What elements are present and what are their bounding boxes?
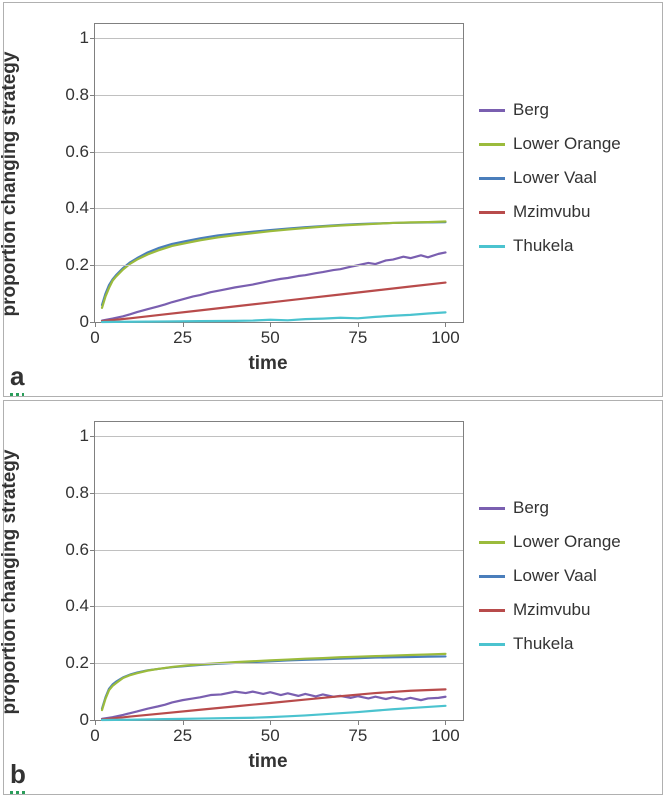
panel-letter-a: a <box>10 361 24 392</box>
legend-label: Lower Vaal <box>513 566 597 586</box>
y-tick-label: 0.4 <box>45 596 89 616</box>
legend-item: Lower Orange <box>479 127 621 161</box>
legend-swatch <box>479 245 505 248</box>
legend-item: Thukela <box>479 229 621 263</box>
legend-item: Lower Orange <box>479 525 621 559</box>
chart-svg-a <box>95 24 463 322</box>
legend-swatch <box>479 541 505 544</box>
legend-item: Thukela <box>479 627 621 661</box>
legend-a: Berg Lower Orange Lower Vaal Mzimvubu Thukel… <box>479 93 621 263</box>
panel-letter-b: b <box>10 759 26 790</box>
series-line <box>102 222 445 305</box>
legend-label: Thukela <box>513 236 573 256</box>
y-tick-label: 0.8 <box>45 85 89 105</box>
legend-label: Lower Orange <box>513 134 621 154</box>
series-line <box>102 252 445 320</box>
x-axis-label: time <box>4 353 662 375</box>
x-tick-label: 0 <box>90 726 99 746</box>
legend-label: Thukela <box>513 634 573 654</box>
y-tick-label: 0.2 <box>45 255 89 275</box>
legend-swatch <box>479 177 505 180</box>
y-tick-label: 0 <box>45 710 89 730</box>
legend-swatch <box>479 609 505 612</box>
legend-label: Lower Vaal <box>513 168 597 188</box>
x-tick-label: 75 <box>348 726 367 746</box>
legend-swatch <box>479 575 505 578</box>
legend-b: Berg Lower Orange Lower Vaal Mzimvubu Thukel… <box>479 491 621 661</box>
series-line <box>102 656 445 708</box>
figure-page: proportion changing strategy 00.20.40.60… <box>0 0 666 799</box>
legend-swatch <box>479 109 505 112</box>
x-tick-label: 75 <box>348 328 367 348</box>
x-axis-label: time <box>4 751 662 773</box>
legend-item: Lower Vaal <box>479 161 621 195</box>
legend-swatch <box>479 211 505 214</box>
legend-item: Mzimvubu <box>479 195 621 229</box>
y-tick-label: 1 <box>45 28 89 48</box>
plot-area-b: 00.20.40.60.810255075100 <box>94 421 464 721</box>
x-tick-label: 25 <box>173 328 192 348</box>
x-tick-label: 50 <box>261 726 280 746</box>
legend-label: Mzimvubu <box>513 202 590 222</box>
x-tick-label: 100 <box>431 328 459 348</box>
legend-item: Berg <box>479 93 621 127</box>
y-tick-label: 0.6 <box>45 142 89 162</box>
legend-item: Berg <box>479 491 621 525</box>
x-tick-label: 50 <box>261 328 280 348</box>
legend-item: Mzimvubu <box>479 593 621 627</box>
panel-a: proportion changing strategy 00.20.40.60… <box>3 2 663 397</box>
y-tick-label: 0.6 <box>45 540 89 560</box>
legend-label: Mzimvubu <box>513 600 590 620</box>
plot-area-a: 00.20.40.60.810255075100 <box>94 23 464 323</box>
y-tick-label: 0.4 <box>45 198 89 218</box>
x-tick-label: 25 <box>173 726 192 746</box>
y-tick-label: 1 <box>45 426 89 446</box>
legend-label: Berg <box>513 100 549 120</box>
chart-svg-b <box>95 422 463 720</box>
x-tick-label: 100 <box>431 726 459 746</box>
legend-label: Lower Orange <box>513 532 621 552</box>
legend-swatch <box>479 143 505 146</box>
legend-swatch <box>479 643 505 646</box>
legend-item: Lower Vaal <box>479 559 621 593</box>
legend-swatch <box>479 507 505 510</box>
y-tick-label: 0.8 <box>45 483 89 503</box>
series-line <box>102 312 445 322</box>
x-tick-label: 0 <box>90 328 99 348</box>
panel-b: proportion changing strategy 00.20.40.60… <box>3 400 663 795</box>
y-tick-label: 0 <box>45 312 89 332</box>
legend-label: Berg <box>513 498 549 518</box>
y-tick-label: 0.2 <box>45 653 89 673</box>
